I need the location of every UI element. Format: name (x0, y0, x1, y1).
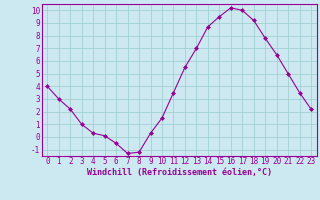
X-axis label: Windchill (Refroidissement éolien,°C): Windchill (Refroidissement éolien,°C) (87, 168, 272, 177)
